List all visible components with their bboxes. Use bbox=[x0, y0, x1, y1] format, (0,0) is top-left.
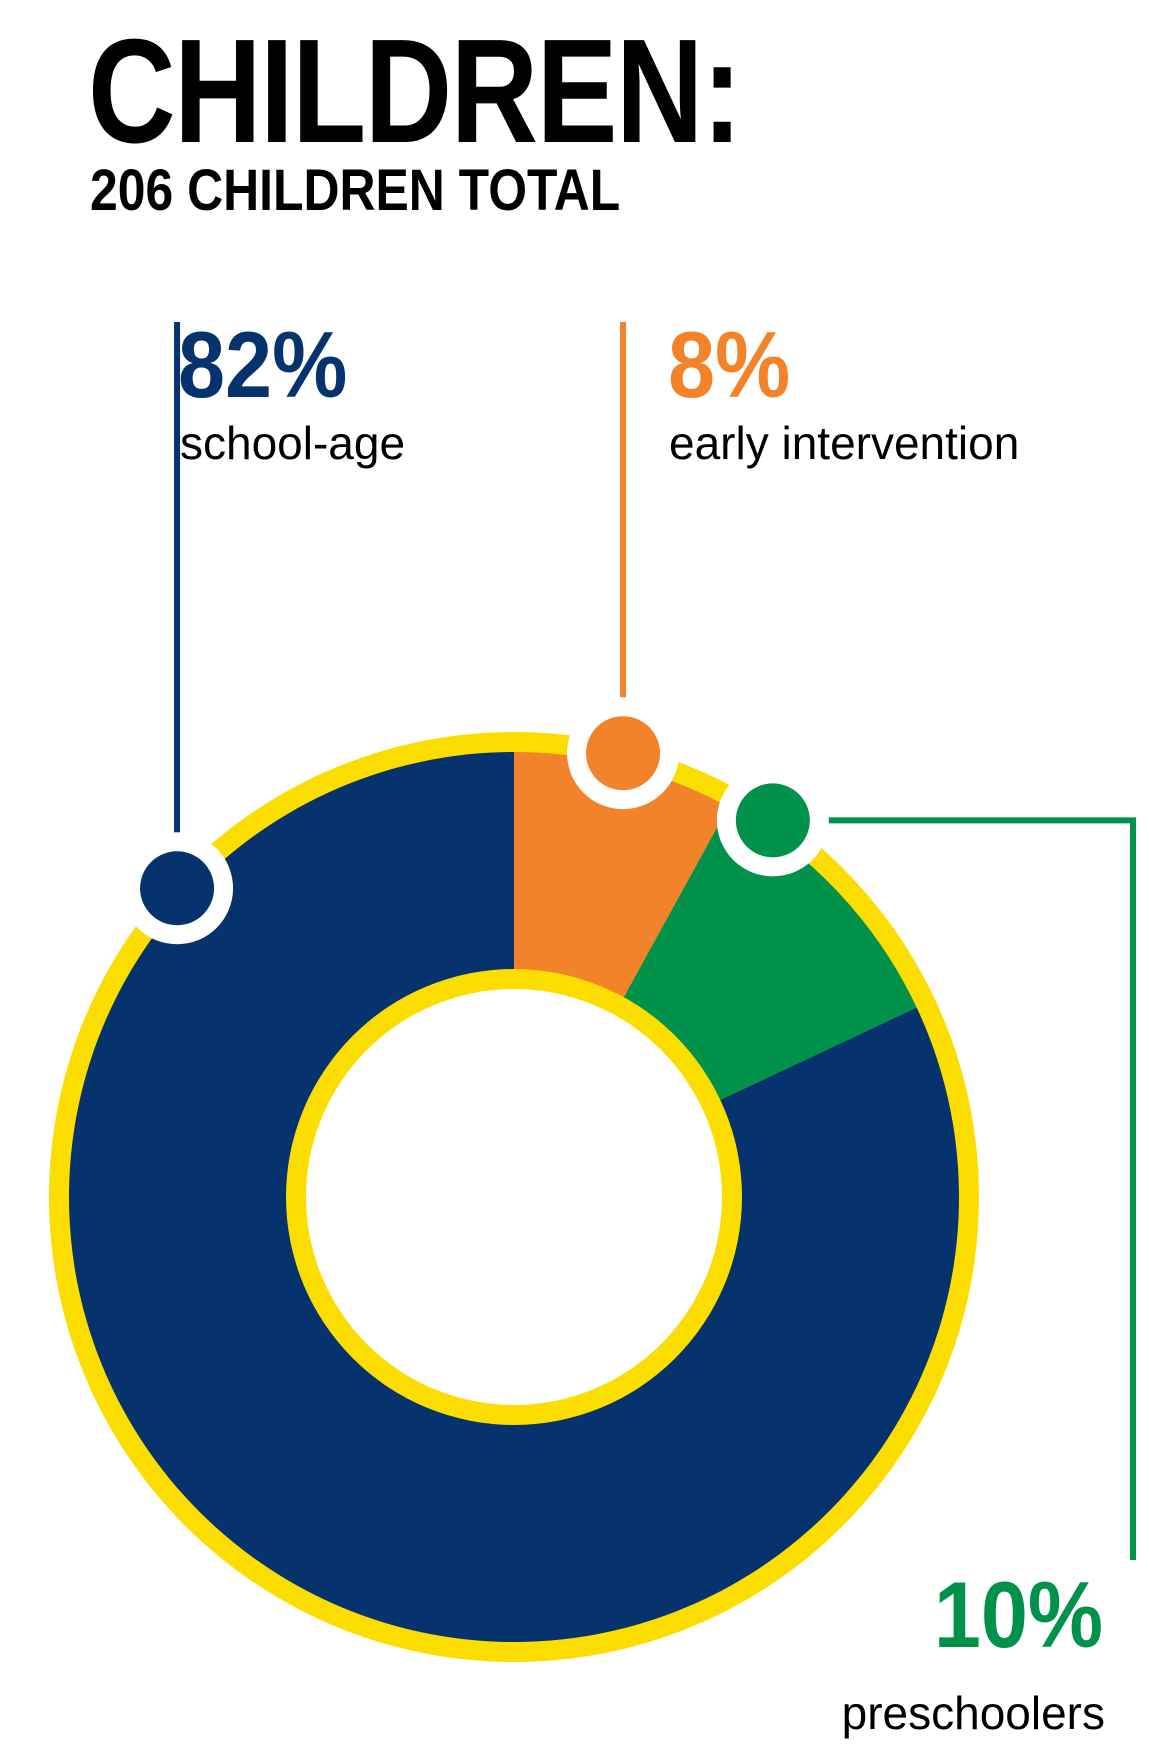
preschoolers-marker-dot bbox=[735, 783, 810, 858]
chart-title: CHILDREN: bbox=[88, 9, 742, 174]
donut-hole bbox=[306, 989, 722, 1405]
school-age-marker-dot bbox=[140, 851, 215, 926]
school-age-category-label: school-age bbox=[180, 417, 406, 469]
early-intervention-category-label: early intervention bbox=[669, 417, 1020, 469]
preschoolers-category-label: preschoolers bbox=[841, 1687, 1105, 1739]
preschoolers-percent-label: 10% bbox=[933, 1562, 1103, 1667]
school-age-percent-label: 82% bbox=[178, 312, 348, 417]
chart-subtitle: 206 CHILDREN TOTAL bbox=[90, 158, 621, 223]
early-intervention-marker-dot bbox=[586, 716, 661, 791]
early-intervention-percent-label: 8% bbox=[668, 312, 791, 417]
preschoolers-leader-line bbox=[772, 817, 1136, 1560]
